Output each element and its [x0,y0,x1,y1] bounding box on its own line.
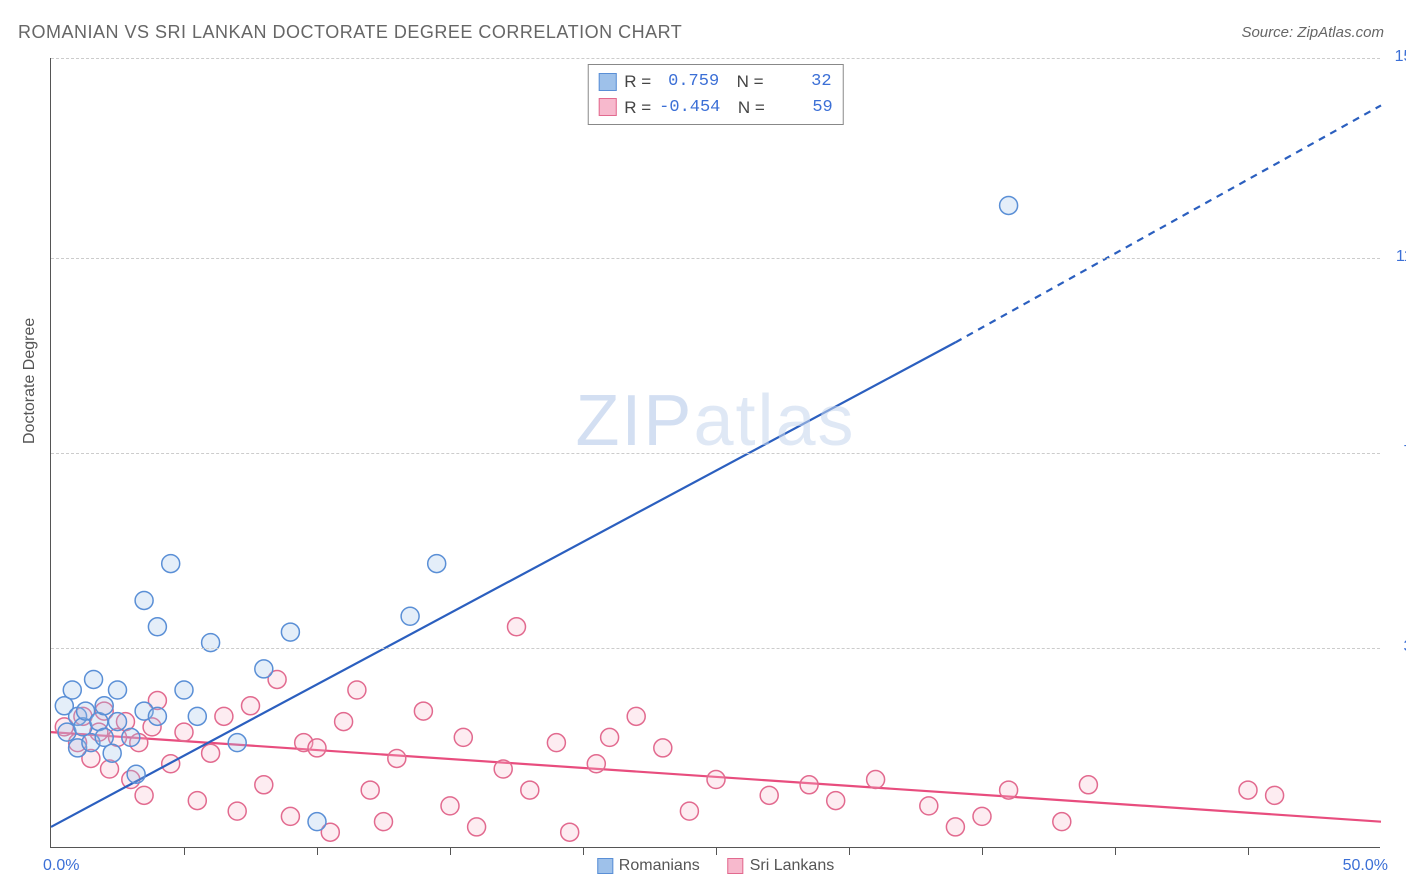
n-value-srilankans: 59 [773,95,833,121]
n-value-romanians: 32 [772,69,832,95]
y-tick-label: 15.0% [1395,48,1406,66]
swatch-romanians [598,73,616,91]
swatch-romanians-icon [597,858,613,874]
r-value-romanians: 0.759 [659,69,719,95]
source-attribution: Source: ZipAtlas.com [1241,24,1384,41]
swatch-srilankans [598,98,616,116]
chart-title: ROMANIAN VS SRI LANKAN DOCTORATE DEGREE … [18,22,682,43]
swatch-srilankans-icon [728,858,744,874]
x-max-label: 50.0% [1343,857,1388,875]
series-label-romanians: Romanians [619,857,700,875]
r-value-srilankans: -0.454 [659,95,720,121]
correlation-legend: R = 0.759 N = 32 R = -0.454 N = 59 [587,64,844,125]
legend-row-srilankans: R = -0.454 N = 59 [598,95,833,121]
x-min-label: 0.0% [43,857,79,875]
y-tick-label: 11.2% [1396,248,1406,266]
legend-row-romanians: R = 0.759 N = 32 [598,69,833,95]
scatter-plot: Doctorate Degree ZIPatlas R = 0.759 N = … [50,58,1380,848]
y-axis-label: Doctorate Degree [21,317,39,443]
series-label-srilankans: Sri Lankans [750,857,835,875]
series-legend: Romanians Sri Lankans [597,857,834,875]
